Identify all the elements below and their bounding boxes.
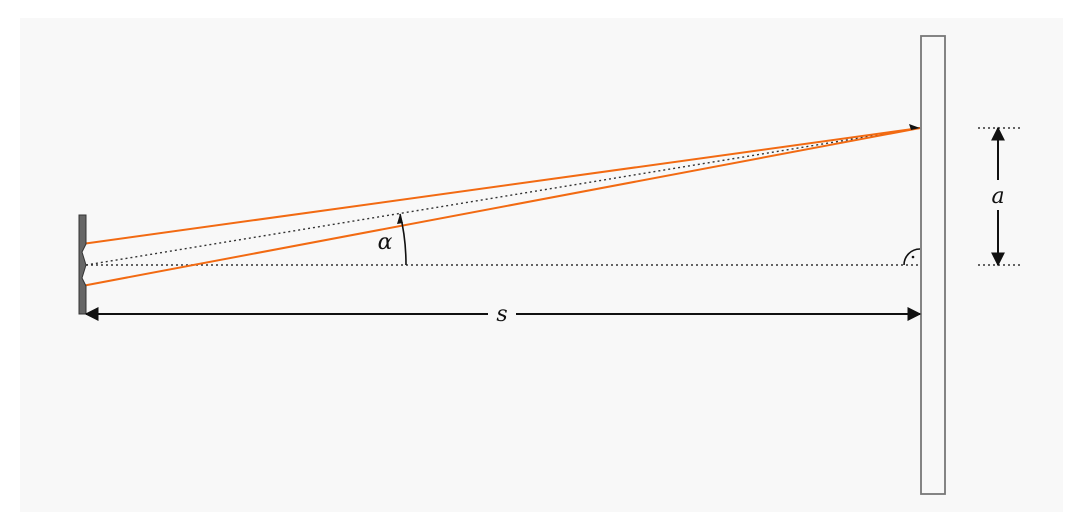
- screen-point-arrowhead: [909, 124, 920, 130]
- distance-label: s: [496, 302, 507, 327]
- offset-label: a: [991, 184, 1004, 209]
- double-slit-barrier: [78, 214, 87, 315]
- angle-arc-arrowhead: [397, 214, 403, 224]
- angle-label: α: [378, 230, 393, 255]
- upper-slit-ray: [81, 127, 921, 245]
- angle-guide-dotted-line: [85, 127, 921, 266]
- right-angle-dot: [911, 255, 915, 259]
- projection-screen: [920, 35, 946, 495]
- right-angle-marker: [903, 248, 921, 266]
- lower-slit-ray: [81, 127, 921, 287]
